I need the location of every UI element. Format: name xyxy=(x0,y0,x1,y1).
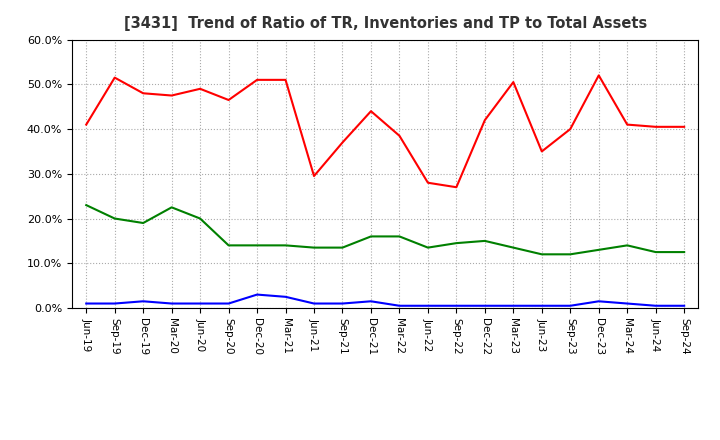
Trade Receivables xyxy=(509,80,518,85)
Inventories xyxy=(623,301,631,306)
Trade Receivables xyxy=(110,75,119,80)
Trade Payables xyxy=(395,234,404,239)
Trade Payables xyxy=(566,252,575,257)
Title: [3431]  Trend of Ratio of TR, Inventories and TP to Total Assets: [3431] Trend of Ratio of TR, Inventories… xyxy=(124,16,647,32)
Trade Receivables xyxy=(366,109,375,114)
Inventories xyxy=(253,292,261,297)
Trade Payables xyxy=(452,241,461,246)
Inventories xyxy=(395,303,404,308)
Trade Payables xyxy=(139,220,148,226)
Trade Payables xyxy=(282,243,290,248)
Inventories xyxy=(196,301,204,306)
Inventories xyxy=(452,303,461,308)
Trade Receivables xyxy=(196,86,204,92)
Trade Receivables xyxy=(82,122,91,127)
Trade Receivables xyxy=(623,122,631,127)
Inventories xyxy=(110,301,119,306)
Trade Payables xyxy=(196,216,204,221)
Trade Receivables xyxy=(139,91,148,96)
Trade Payables xyxy=(167,205,176,210)
Trade Payables xyxy=(82,202,91,208)
Trade Receivables xyxy=(652,124,660,129)
Trade Payables xyxy=(652,249,660,255)
Trade Payables xyxy=(338,245,347,250)
Inventories xyxy=(509,303,518,308)
Trade Payables xyxy=(680,249,688,255)
Trade Receivables xyxy=(680,124,688,129)
Trade Receivables xyxy=(480,117,489,123)
Trade Payables xyxy=(509,245,518,250)
Trade Receivables xyxy=(423,180,432,185)
Line: Trade Payables: Trade Payables xyxy=(86,205,684,254)
Inventories xyxy=(537,303,546,308)
Trade Payables xyxy=(480,238,489,244)
Inventories xyxy=(566,303,575,308)
Inventories xyxy=(480,303,489,308)
Trade Payables xyxy=(423,245,432,250)
Line: Inventories: Inventories xyxy=(86,295,684,306)
Trade Payables xyxy=(595,247,603,253)
Trade Payables xyxy=(225,243,233,248)
Trade Payables xyxy=(623,243,631,248)
Trade Receivables xyxy=(395,133,404,139)
Trade Receivables xyxy=(566,126,575,132)
Inventories xyxy=(652,303,660,308)
Inventories xyxy=(366,299,375,304)
Trade Payables xyxy=(366,234,375,239)
Inventories xyxy=(595,299,603,304)
Inventories xyxy=(139,299,148,304)
Inventories xyxy=(338,301,347,306)
Inventories xyxy=(310,301,318,306)
Trade Receivables xyxy=(452,185,461,190)
Trade Receivables xyxy=(167,93,176,98)
Inventories xyxy=(225,301,233,306)
Inventories xyxy=(423,303,432,308)
Inventories xyxy=(680,303,688,308)
Trade Receivables xyxy=(595,73,603,78)
Trade Receivables xyxy=(225,97,233,103)
Trade Receivables xyxy=(282,77,290,82)
Inventories xyxy=(82,301,91,306)
Trade Payables xyxy=(537,252,546,257)
Trade Receivables xyxy=(310,173,318,179)
Trade Payables xyxy=(110,216,119,221)
Inventories xyxy=(282,294,290,300)
Line: Trade Receivables: Trade Receivables xyxy=(86,75,684,187)
Trade Payables xyxy=(253,243,261,248)
Trade Receivables xyxy=(253,77,261,82)
Trade Receivables xyxy=(537,149,546,154)
Trade Payables xyxy=(310,245,318,250)
Trade Receivables xyxy=(338,140,347,145)
Inventories xyxy=(167,301,176,306)
